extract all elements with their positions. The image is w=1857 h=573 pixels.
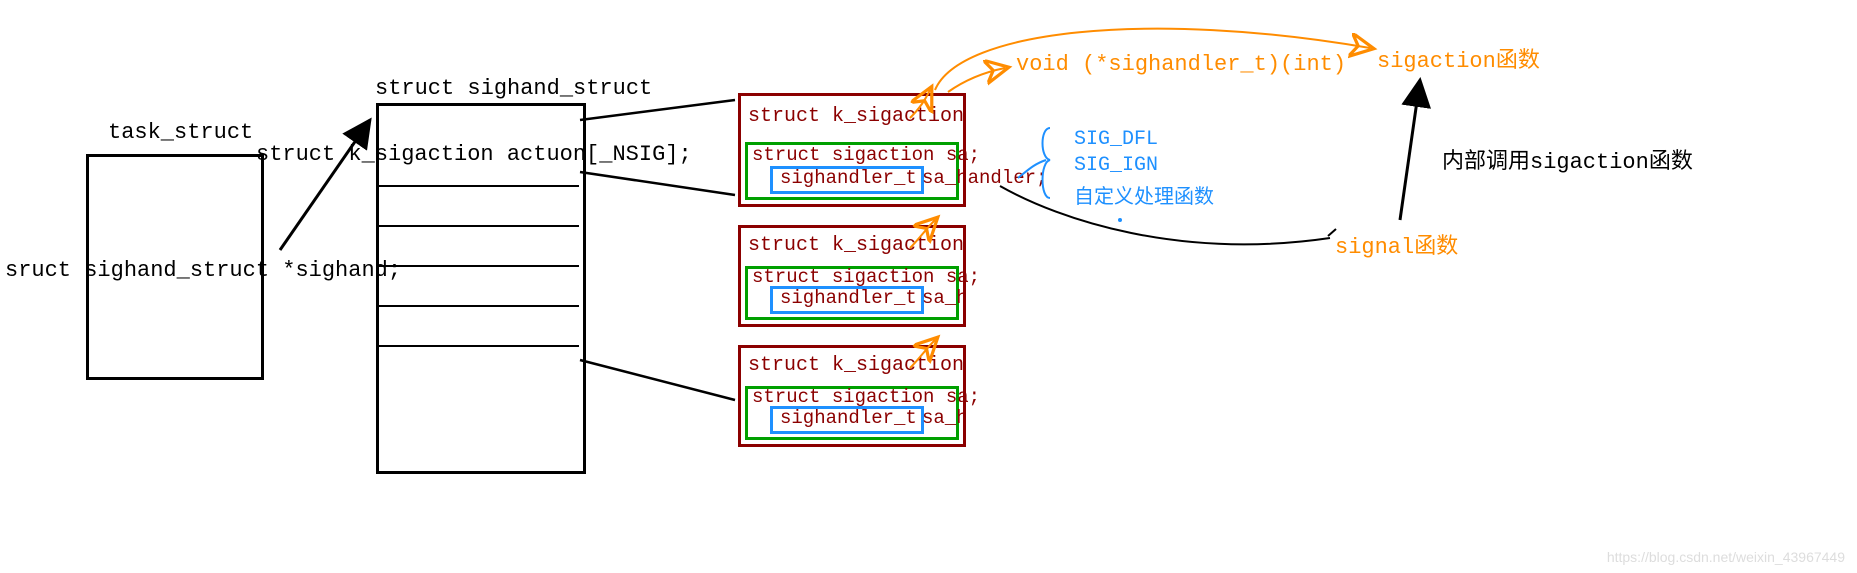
ksig-blue-label: sighandler_t [780,167,917,189]
ksig-tail: sa_h [922,407,968,429]
ksig-inner-label: struct sigaction sa; [752,144,980,166]
void-label: void (*sighandler_t)(int) [1016,52,1346,77]
ksig-tail: sa_handler; [922,167,1047,189]
task-struct-title: task_struct [108,120,253,145]
sig-dfl: SIG_DFL [1074,128,1158,151]
sig-custom: 自定义处理函数 [1074,180,1214,210]
task-struct-member: sruct sighand_struct *sighand; [5,258,401,283]
ksig-inner-label: struct sigaction sa; [752,266,980,288]
sigaction-fn: sigaction函数 [1377,42,1540,74]
row-div [377,345,579,347]
row-div [377,225,579,227]
sighand-array-label: struct k_sigaction actuon[_NSIG]; [256,142,692,167]
sig-ign: SIG_IGN [1074,154,1158,177]
internal-call: 内部调用sigaction函数 [1442,143,1693,175]
signal-fn: signal函数 [1335,228,1458,260]
watermark: https://blog.csdn.net/weixin_43967449 [1607,549,1845,565]
row-div [377,265,579,267]
sighand-title: struct sighand_struct [375,76,652,101]
ksig-title: struct k_sigaction [748,105,964,128]
ksig-blue-label: sighandler_t [780,287,917,309]
ksig-tail: sa_h [922,287,968,309]
ksig-title: struct k_sigaction [748,354,964,377]
ksig-blue-label: sighandler_t [780,407,917,429]
ksig-inner-label: struct sigaction sa; [752,386,980,408]
ksig-title: struct k_sigaction [748,234,964,257]
row-div [377,305,579,307]
row-div [377,185,579,187]
